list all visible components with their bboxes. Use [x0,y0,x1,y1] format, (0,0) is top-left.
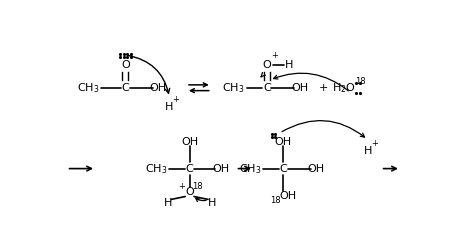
Text: H$_2$O: H$_2$O [332,81,356,95]
Text: 18: 18 [270,196,281,205]
Text: CH$_3$: CH$_3$ [77,81,100,95]
Text: OH: OH [212,164,229,173]
Text: O: O [263,60,271,70]
Text: 18: 18 [192,182,203,192]
Text: OH: OH [181,137,198,147]
Text: H: H [364,146,372,156]
Text: C: C [263,83,271,93]
Text: 18: 18 [355,78,366,86]
Text: +: + [319,83,328,93]
Text: CH$_3$: CH$_3$ [146,162,168,175]
Text: O: O [185,187,194,197]
Text: H: H [165,102,173,112]
Text: C: C [186,164,193,173]
Text: OH: OH [279,190,296,200]
Text: H: H [208,198,216,208]
Text: +: + [173,95,180,104]
Text: CH$_3$: CH$_3$ [222,81,245,95]
Text: +: + [371,139,378,148]
Text: CH$_3$: CH$_3$ [239,162,262,175]
Text: H: H [285,60,293,70]
Text: +: + [178,182,185,192]
Text: C: C [121,83,129,93]
Text: C: C [280,164,287,173]
Text: H: H [164,198,172,208]
Text: OH: OH [292,83,309,93]
Text: OH: OH [308,164,325,173]
Text: +: + [272,50,278,59]
Text: OH: OH [275,137,292,147]
Text: OH: OH [150,83,167,93]
Text: O: O [121,60,130,70]
